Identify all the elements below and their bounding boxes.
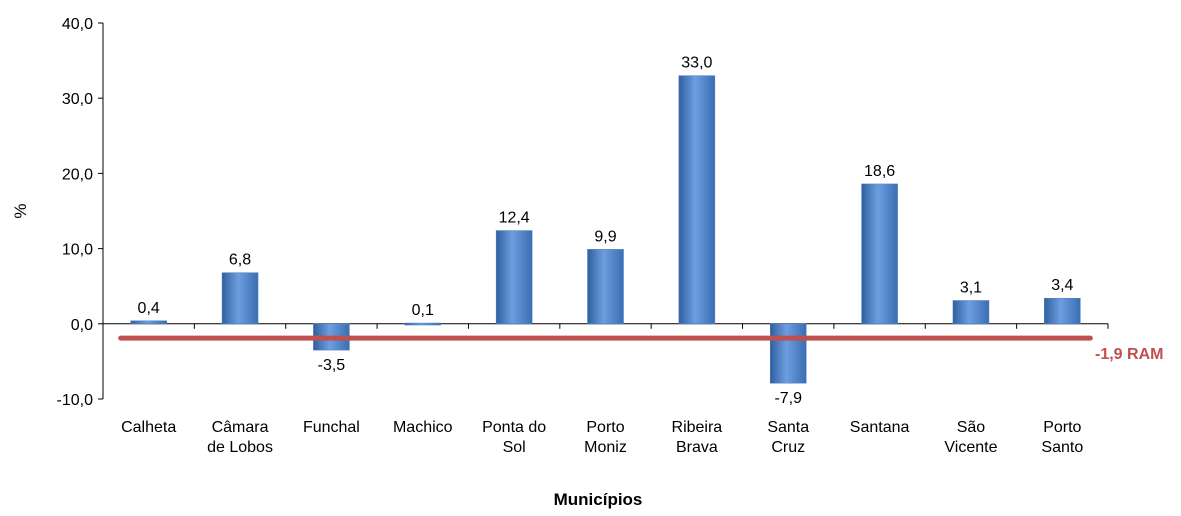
data-label: 3,4 xyxy=(1051,277,1073,294)
bars xyxy=(130,75,1081,384)
data-label: 33,0 xyxy=(681,55,712,72)
bar xyxy=(678,75,716,325)
data-label: 6,8 xyxy=(229,252,251,269)
x-axis-title: Municípios xyxy=(554,490,643,509)
data-label: 0,1 xyxy=(412,302,434,319)
y-tick-label: 0,0 xyxy=(71,317,93,334)
category-label: São Vicente xyxy=(944,419,997,456)
category-label: Porto Moniz xyxy=(584,419,627,456)
reference-line-group: -1,9 RAM xyxy=(118,335,1163,363)
bar xyxy=(1044,297,1081,325)
bar xyxy=(130,320,167,325)
category-label: Funchal xyxy=(303,419,360,436)
y-tick-label: 10,0 xyxy=(62,242,93,259)
axes: -10,0 0,0 10,0 20,0 30,0 40,0 xyxy=(57,16,1109,409)
data-label: 12,4 xyxy=(499,210,530,227)
y-tick-label: 30,0 xyxy=(62,91,93,108)
bar xyxy=(861,183,898,325)
data-label: 18,6 xyxy=(864,163,895,180)
data-labels: 0,4 6,8 -3,5 0,1 12,4 9,9 33,0 -7,9 18,6 3,1 3,4 xyxy=(138,55,1074,408)
data-label: -3,5 xyxy=(318,357,346,374)
category-label: Santana xyxy=(850,419,910,436)
y-tick-label: -10,0 xyxy=(57,392,94,409)
category-label: Santa Cruz xyxy=(767,419,809,456)
category-label: Ribeira Brava xyxy=(672,419,723,456)
bar xyxy=(769,323,807,384)
y-tick-label: 20,0 xyxy=(62,166,93,183)
data-label: 0,4 xyxy=(138,300,160,317)
category-label: Porto Santo xyxy=(1041,419,1083,456)
category-labels: Calheta Câmara de Lobos Funchal Machico Ponta… xyxy=(121,419,1083,456)
y-tick-label: 40,0 xyxy=(62,16,93,33)
bar xyxy=(495,230,533,325)
bar xyxy=(952,300,990,325)
bar xyxy=(221,272,259,325)
bar xyxy=(404,322,442,326)
category-label: Machico xyxy=(393,419,453,436)
category-label: Câmara de Lobos xyxy=(207,419,273,456)
y-axis-title: % xyxy=(11,203,30,218)
bar xyxy=(587,249,624,325)
data-label: 9,9 xyxy=(594,228,616,245)
category-label: Calheta xyxy=(121,419,176,436)
data-label: -7,9 xyxy=(774,390,802,407)
category-label: Ponta do Sol xyxy=(482,419,546,456)
reference-line-label: -1,9 RAM xyxy=(1095,346,1163,363)
data-label: 3,1 xyxy=(960,279,982,296)
